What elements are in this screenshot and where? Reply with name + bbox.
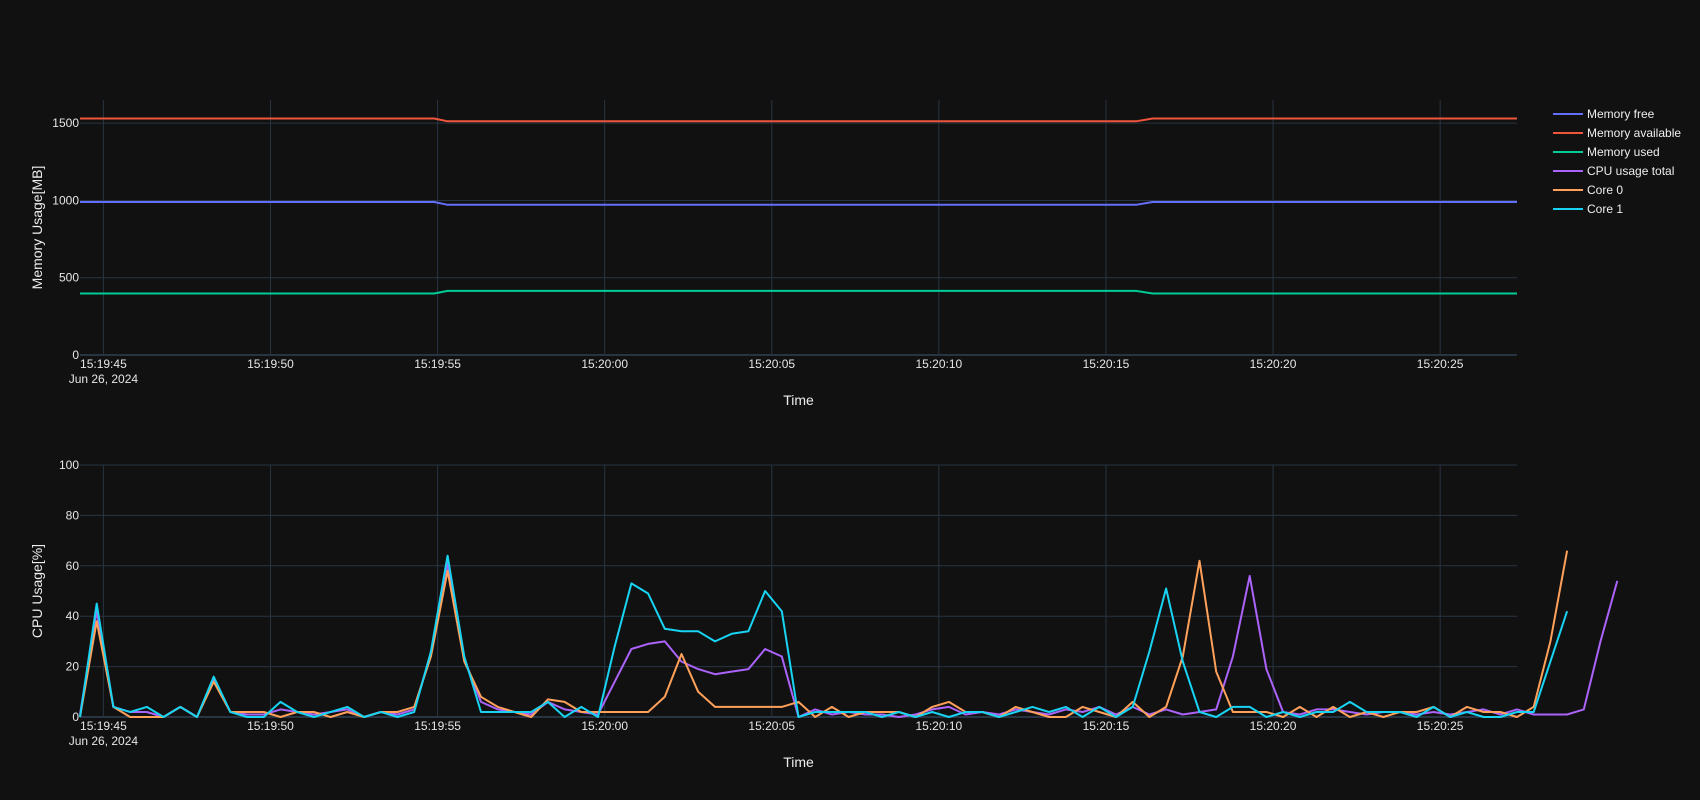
legend-label: Core 0 (1587, 183, 1623, 197)
legend-item-core-0[interactable]: Core 0 (1553, 183, 1623, 197)
legend-item-cpu-usage-total[interactable]: CPU usage total (1553, 164, 1674, 178)
legend-item-memory-available[interactable]: Memory available (1553, 126, 1681, 140)
y-tick-label: 80 (66, 508, 80, 522)
y-tick-label: 1500 (52, 116, 79, 130)
legend-label: Memory used (1587, 145, 1660, 159)
y-axis-title: Memory Usage[MB] (29, 166, 45, 290)
series-line-memory-available (80, 117, 1517, 123)
x-tick-label: 15:20:00 (581, 719, 628, 733)
x-tick-date: Jun 26, 2024 (69, 734, 139, 748)
x-tick-date: Jun 26, 2024 (69, 372, 139, 386)
x-tick-label: 15:20:05 (748, 357, 795, 371)
y-tick-label: 500 (59, 271, 79, 285)
y-axis-title: CPU Usage[%] (29, 544, 45, 638)
y-tick-label: 40 (66, 609, 80, 623)
x-tick-label: 15:20:25 (1417, 719, 1464, 733)
x-tick-label: 15:19:50 (247, 357, 294, 371)
legend-item-memory-free[interactable]: Memory free (1553, 107, 1655, 121)
x-tick-label: 15:20:05 (748, 719, 795, 733)
x-tick-label: 15:20:25 (1417, 357, 1464, 371)
x-tick-label: 15:20:00 (581, 357, 628, 371)
legend-item-memory-used[interactable]: Memory used (1553, 145, 1660, 159)
x-tick-label: 15:20:15 (1083, 357, 1130, 371)
x-tick-label: 15:19:55 (414, 357, 461, 371)
legend-label: Memory free (1587, 107, 1655, 121)
series-line-core-1 (79, 554, 1569, 718)
x-tick-label: 15:20:10 (915, 719, 962, 733)
y-tick-label: 1000 (52, 193, 79, 207)
legend-label: Memory available (1587, 126, 1681, 140)
y-tick-label: 60 (66, 559, 80, 573)
x-tick-label: 15:20:20 (1250, 357, 1297, 371)
x-tick-label: 15:20:15 (1083, 719, 1130, 733)
x-tick-label: 15:19:50 (247, 719, 294, 733)
legend-label: CPU usage total (1587, 164, 1674, 178)
x-tick-label: 15:19:45 (80, 719, 127, 733)
x-tick-label: 15:20:10 (915, 357, 962, 371)
y-tick-label: 0 (72, 348, 79, 362)
legend-label: Core 1 (1587, 202, 1623, 216)
legend[interactable]: Memory free Memory available Memory used CP… (1553, 107, 1681, 216)
series-line-memory-used (80, 289, 1517, 295)
series-line-cpu-usage-total (79, 562, 1619, 718)
y-tick-label: 20 (66, 660, 80, 674)
x-axis-title: Time (783, 754, 814, 770)
series-line-core-0 (79, 550, 1569, 718)
y-tick-label: 100 (59, 458, 79, 472)
x-tick-label: 15:20:20 (1250, 719, 1297, 733)
y-tick-label: 0 (72, 710, 79, 724)
x-tick-label: 15:19:45 (80, 357, 127, 371)
x-axis-title: Time (783, 392, 814, 408)
x-tick-label: 15:19:55 (414, 719, 461, 733)
legend-item-core-1[interactable]: Core 1 (1553, 202, 1623, 216)
series-line-memory-free (80, 201, 1517, 206)
